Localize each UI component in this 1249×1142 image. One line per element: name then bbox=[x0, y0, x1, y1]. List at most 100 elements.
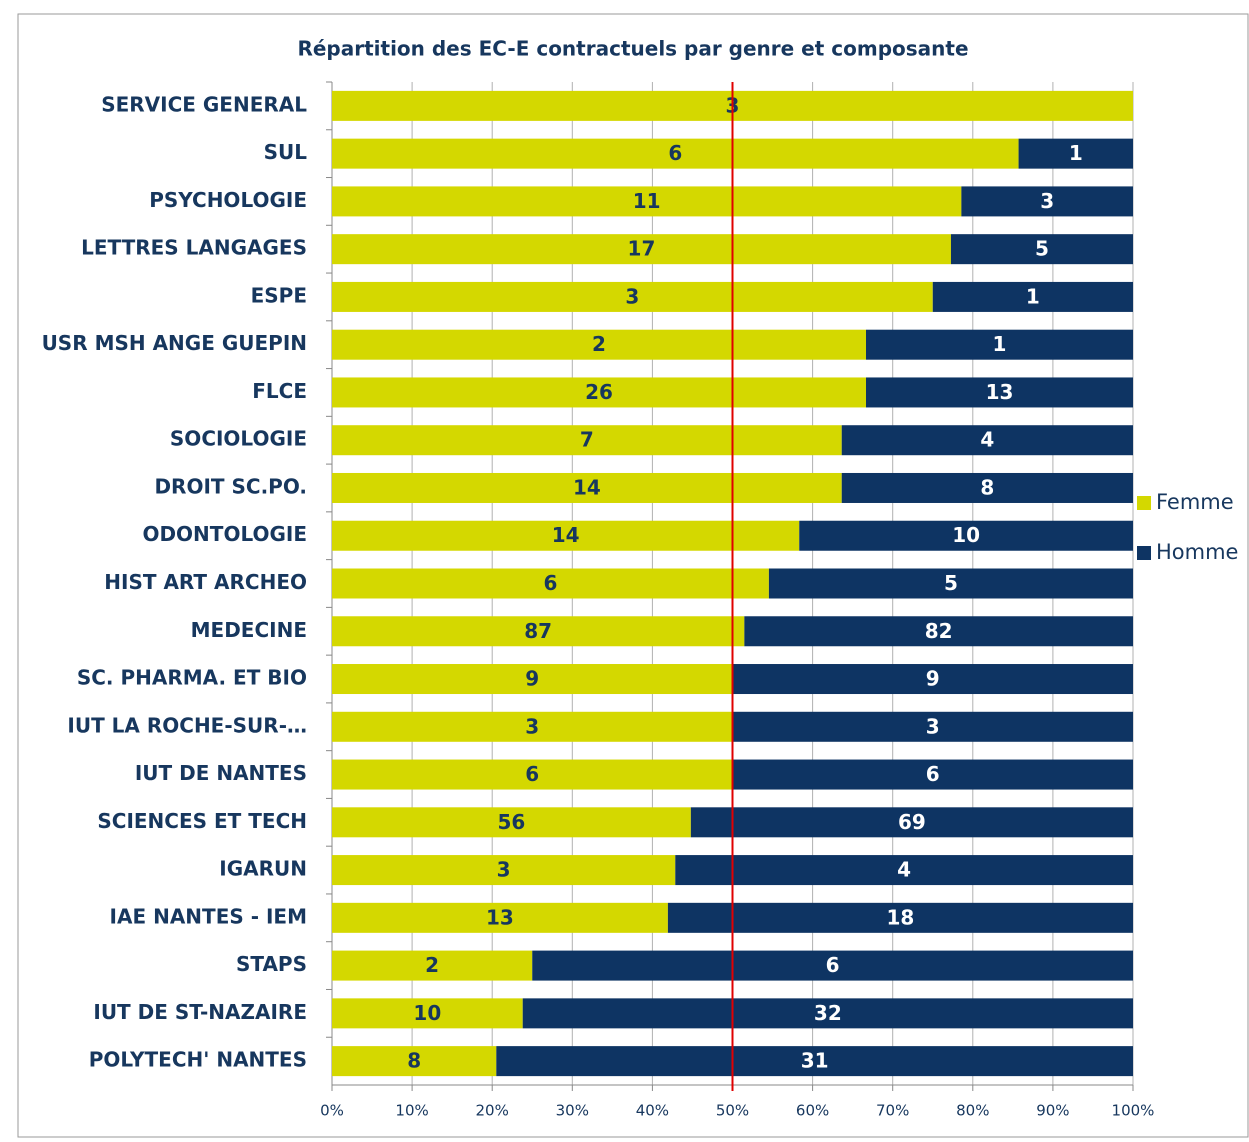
y-tick-label: IUT DE NANTES bbox=[135, 761, 307, 785]
x-tick-label: 100% bbox=[1112, 1102, 1155, 1120]
data-label: 87 bbox=[524, 619, 552, 643]
data-label: 6 bbox=[543, 571, 557, 595]
bar-segment bbox=[799, 520, 1133, 551]
data-label: 32 bbox=[814, 1001, 842, 1025]
data-label: 56 bbox=[498, 810, 526, 834]
bar-segment bbox=[332, 902, 668, 933]
y-tick-label: SERVICE GENERAL bbox=[101, 92, 307, 116]
bar-segment bbox=[332, 950, 533, 981]
data-label: 2 bbox=[592, 332, 606, 356]
bar-segment bbox=[522, 998, 1133, 1029]
y-tick-label: DROIT SC.PO. bbox=[154, 474, 307, 498]
data-label: 4 bbox=[897, 858, 911, 882]
data-label: 3 bbox=[926, 714, 940, 738]
x-tick-label: 10% bbox=[395, 1102, 428, 1120]
bar-segment bbox=[841, 472, 1133, 503]
bar-segment bbox=[950, 234, 1133, 265]
bar-segment bbox=[332, 520, 800, 551]
bar-segment bbox=[732, 711, 1133, 742]
bar-segment bbox=[332, 807, 691, 838]
data-label: 69 bbox=[898, 810, 926, 834]
data-label: 1 bbox=[1026, 284, 1040, 308]
data-label: 1 bbox=[993, 332, 1007, 356]
data-label: 14 bbox=[573, 475, 601, 499]
bar-segment bbox=[332, 234, 951, 265]
bar-segment bbox=[768, 568, 1133, 599]
data-label: 6 bbox=[525, 762, 539, 786]
bar-segment bbox=[332, 759, 733, 790]
data-label: 13 bbox=[486, 905, 514, 929]
x-tick-label: 70% bbox=[876, 1102, 909, 1120]
data-label: 6 bbox=[826, 953, 840, 977]
bar-segment bbox=[532, 950, 1133, 981]
x-tick-label: 50% bbox=[716, 1102, 749, 1120]
data-label: 5 bbox=[944, 571, 958, 595]
bar-segment bbox=[667, 902, 1133, 933]
bar-segment bbox=[961, 186, 1133, 217]
chart-title: Répartition des EC-E contractuels par ge… bbox=[297, 37, 968, 61]
bar-segment bbox=[332, 998, 523, 1029]
bar-segment bbox=[332, 377, 866, 408]
y-tick-label: IAE NANTES - IEM bbox=[110, 904, 307, 928]
y-tick-label: SUL bbox=[264, 140, 308, 164]
data-label: 8 bbox=[980, 475, 994, 499]
bar-segment bbox=[332, 664, 733, 695]
bar-segment bbox=[332, 568, 769, 599]
y-tick-label: ESPE bbox=[251, 283, 307, 307]
y-tick-label: ODONTOLOGIE bbox=[142, 522, 307, 546]
bar-segment bbox=[866, 377, 1133, 408]
data-label: 8 bbox=[407, 1049, 421, 1073]
data-label: 6 bbox=[668, 141, 682, 165]
y-tick-label: HIST ART ARCHEO bbox=[104, 570, 307, 594]
data-label: 10 bbox=[413, 1001, 441, 1025]
bar-segment bbox=[332, 186, 962, 217]
bar-segment bbox=[332, 711, 733, 742]
x-tick-label: 60% bbox=[796, 1102, 829, 1120]
bar-segment bbox=[866, 329, 1133, 360]
y-tick-label: IGARUN bbox=[219, 857, 307, 881]
x-tick-label: 80% bbox=[956, 1102, 989, 1120]
y-tick-label: USR MSH ANGE GUEPIN bbox=[42, 331, 307, 355]
x-tick-label: 30% bbox=[556, 1102, 589, 1120]
bar-segment bbox=[332, 472, 842, 503]
data-label: 18 bbox=[887, 905, 915, 929]
bar-segment bbox=[332, 855, 676, 886]
bar-segment bbox=[332, 281, 933, 312]
x-tick-label: 20% bbox=[476, 1102, 509, 1120]
data-label: 31 bbox=[801, 1049, 829, 1073]
bar-segment bbox=[732, 664, 1133, 695]
bar-segment bbox=[332, 616, 745, 647]
bar-segment bbox=[841, 425, 1133, 456]
y-tick-label: PSYCHOLOGIE bbox=[149, 188, 307, 212]
bar-segment bbox=[332, 1046, 497, 1077]
x-tick-label: 40% bbox=[636, 1102, 669, 1120]
data-label: 11 bbox=[633, 189, 661, 213]
data-label: 82 bbox=[925, 619, 953, 643]
y-tick-label: IUT DE ST-NAZAIRE bbox=[93, 1000, 307, 1024]
bar-segment bbox=[332, 138, 1019, 169]
bar-segment bbox=[332, 425, 842, 456]
y-tick-label: SCIENCES ET TECH bbox=[97, 809, 307, 833]
data-label: 3 bbox=[525, 714, 539, 738]
data-label: 5 bbox=[1035, 237, 1049, 261]
y-tick-label: SC. PHARMA. ET BIO bbox=[77, 666, 307, 690]
data-label: 7 bbox=[580, 428, 594, 452]
bar-segment bbox=[675, 855, 1133, 886]
x-tick-label: 0% bbox=[320, 1102, 344, 1120]
data-label: 3 bbox=[625, 284, 639, 308]
bar-segment bbox=[496, 1046, 1133, 1077]
data-label: 14 bbox=[552, 523, 580, 547]
y-tick-label: MEDECINE bbox=[191, 618, 307, 642]
bar-segment bbox=[932, 281, 1133, 312]
data-label: 2 bbox=[425, 953, 439, 977]
data-label: 26 bbox=[585, 380, 613, 404]
data-label: 9 bbox=[926, 667, 940, 691]
data-label: 13 bbox=[986, 380, 1014, 404]
data-label: 6 bbox=[926, 762, 940, 786]
bar-segment bbox=[332, 329, 866, 360]
y-tick-label: FLCE bbox=[252, 379, 307, 403]
y-tick-label: SOCIOLOGIE bbox=[170, 427, 307, 451]
y-tick-label: POLYTECH' NANTES bbox=[89, 1048, 307, 1072]
data-label: 17 bbox=[628, 237, 656, 261]
y-tick-label: STAPS bbox=[236, 952, 307, 976]
